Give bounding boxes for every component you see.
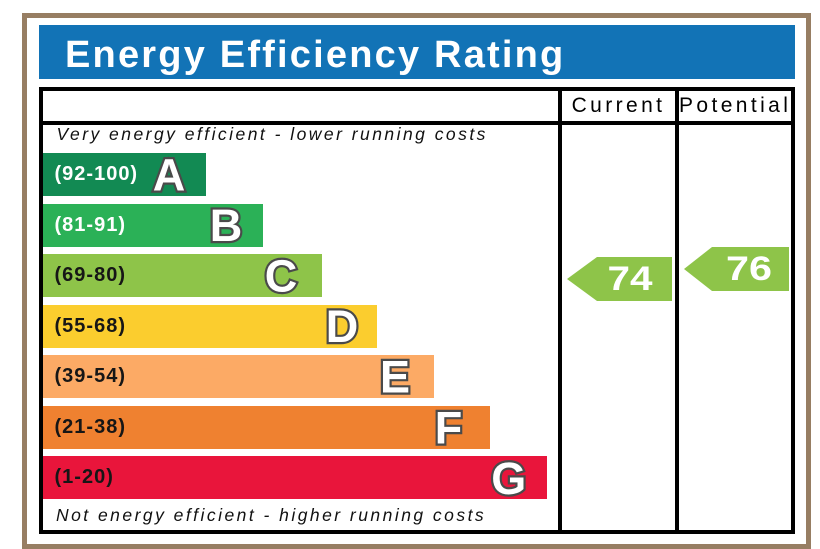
- svg-text:74: 74: [608, 260, 653, 298]
- svg-text:76: 76: [726, 250, 772, 288]
- svg-text:A: A: [153, 150, 186, 201]
- svg-text:B: B: [210, 200, 243, 251]
- svg-text:F: F: [435, 403, 463, 454]
- svg-text:C: C: [265, 251, 298, 302]
- svg-text:E: E: [380, 352, 410, 403]
- svg-text:D: D: [326, 301, 359, 352]
- svg-text:G: G: [491, 453, 526, 504]
